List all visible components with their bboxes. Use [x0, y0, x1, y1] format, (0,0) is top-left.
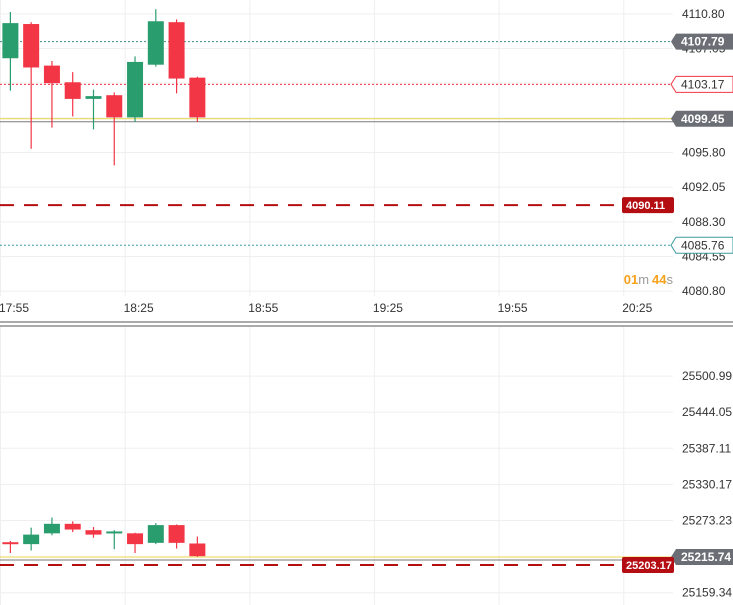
candle-body [127, 533, 144, 545]
bottom-panel-price-axis[interactable]: 25500.99 25444.05 25387.11 25330.17 25273.23… [682, 369, 732, 600]
candle[interactable] [43, 61, 60, 128]
red-dashed-level-badge: 4090.11 [622, 197, 674, 214]
candle-body [23, 24, 40, 68]
candle[interactable] [2, 540, 19, 553]
price-tick-label: 4080.80 [682, 284, 726, 298]
time-tick-label: 19:55 [498, 301, 528, 315]
time-axis[interactable]: 17:55 18:25 18:55 19:25 19:55 20:25 [0, 301, 653, 315]
candle-body [2, 23, 19, 59]
current-price-level-label: 25215.74 [681, 550, 731, 564]
candle-body [43, 523, 60, 534]
red-dashed-level-badge: 25203.17 [622, 556, 674, 573]
candle-body [168, 525, 185, 543]
time-tick-label: 18:25 [124, 301, 154, 315]
top-panel-levels [0, 41, 673, 246]
candle[interactable] [189, 76, 206, 122]
candle[interactable] [64, 521, 81, 533]
red-dotted-level-label: 4103.17 [681, 77, 725, 91]
price-tick-label: 25330.17 [682, 477, 732, 491]
green-dotted-level-label: 4107.79 [681, 35, 725, 49]
candle[interactable] [127, 56, 144, 122]
price-tick-label: 4088.30 [682, 215, 726, 229]
time-tick-label: 19:25 [373, 301, 403, 315]
candle[interactable] [189, 536, 206, 557]
candle-body [147, 525, 164, 543]
candle-countdown-timer: 01m 44s [624, 272, 674, 287]
price-tick-label: 25444.05 [682, 405, 732, 419]
candle-body [23, 534, 40, 545]
candle-body [168, 22, 185, 79]
bottom-panel-candles[interactable] [0, 517, 206, 557]
current-price-level-badge: 25215.74 [671, 548, 733, 565]
candle[interactable] [2, 12, 19, 91]
panel-separator[interactable] [0, 321, 733, 327]
candle[interactable] [85, 527, 102, 538]
candle-body [106, 95, 123, 118]
red-dashed-level-label: 4090.11 [626, 200, 665, 212]
top-panel-grid [0, 0, 673, 296]
candle-body [43, 65, 60, 84]
timer-seconds-unit: s [667, 272, 674, 287]
timer-seconds: 44 [652, 272, 667, 287]
candle-body [2, 542, 19, 545]
candle[interactable] [147, 9, 164, 67]
candle-body [189, 77, 206, 118]
candle[interactable] [85, 89, 102, 130]
candle[interactable] [106, 530, 123, 550]
price-tick-label: 25387.11 [682, 441, 731, 455]
candle[interactable] [64, 72, 81, 117]
green-dotted-level-badge: 4107.79 [671, 33, 733, 50]
candle[interactable] [106, 92, 123, 166]
bottom-panel-grid [0, 327, 673, 605]
candle[interactable] [23, 22, 40, 149]
candle[interactable] [43, 517, 60, 536]
time-tick-label: 17:55 [0, 301, 29, 315]
candle-body [189, 543, 206, 557]
price-tick-label: 25273.23 [682, 514, 732, 528]
candle[interactable] [23, 527, 40, 551]
price-tick-label: 25500.99 [682, 369, 732, 383]
price-tick-label: 25159.34 [682, 586, 732, 600]
candle-body [85, 530, 102, 535]
candle[interactable] [168, 524, 185, 549]
red-dashed-level-label: 25203.17 [626, 560, 672, 572]
candle[interactable] [127, 532, 144, 553]
bottom-panel-price-badges: 25215.74 25203.17 [622, 548, 733, 573]
top-panel-price-axis[interactable]: 4110.804107.054103.304099.554095.804092.… [682, 7, 726, 298]
timer-minutes: 01 [624, 272, 638, 287]
current-price-level-badge: 4099.45 [671, 110, 733, 127]
candle[interactable] [168, 19, 185, 94]
candle-body [85, 96, 102, 99]
candle-body [64, 82, 81, 99]
candle-body [64, 523, 81, 530]
candle[interactable] [147, 523, 164, 545]
red-dotted-level-badge: 4103.17 [670, 75, 733, 93]
top-panel-candles[interactable] [0, 9, 206, 166]
time-tick-label: 18:55 [248, 301, 278, 315]
time-tick-label: 20:25 [622, 301, 652, 315]
candle-body [127, 61, 144, 118]
current-price-level-label: 4099.45 [681, 112, 725, 126]
timer-minutes-unit: m [638, 272, 649, 287]
bottom-panel-levels [0, 556, 673, 566]
price-tick-label: 4095.80 [682, 146, 726, 160]
candle-body [147, 21, 164, 65]
teal-dotted-level-badge: 4085.76 [670, 236, 733, 254]
top-panel-price-badges: 4107.79 4103.17 4099.45 4090.11 4085.76 [622, 33, 733, 254]
teal-dotted-level-label: 4085.76 [681, 238, 725, 252]
candle-body [106, 531, 123, 534]
price-tick-label: 4110.80 [682, 7, 725, 21]
price-tick-label: 4092.05 [682, 180, 726, 194]
